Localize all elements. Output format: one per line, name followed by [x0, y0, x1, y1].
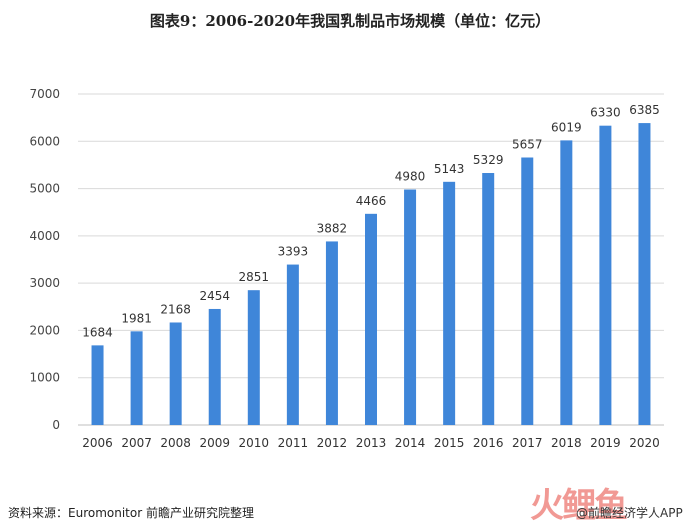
y-axis-ticks: 0 1000 2000 3000 4000 5000 6000 7000: [29, 87, 60, 432]
data-label: 2168: [160, 302, 191, 316]
y-tick-label: 3000: [29, 276, 60, 290]
data-label: 6019: [551, 120, 582, 134]
bar: [482, 173, 495, 425]
data-label: 1684: [82, 325, 113, 339]
x-tick-label: 2019: [590, 436, 621, 450]
data-label: 6385: [629, 103, 660, 117]
data-label: 4466: [356, 194, 387, 208]
y-tick-label: 2000: [29, 323, 60, 337]
bar: [286, 264, 299, 425]
bar: [521, 157, 534, 426]
x-tick-label: 2006: [82, 436, 113, 450]
bar: [208, 308, 221, 425]
source-note: 资料来源：Euromonitor 前瞻产业研究院整理: [8, 506, 254, 520]
x-tick-label: 2014: [395, 436, 426, 450]
y-tick-label: 5000: [29, 182, 60, 196]
x-axis-ticks: 2006 2007 2008 2009 2010 2011 2012 2013 2014 2015…: [82, 436, 659, 450]
bar: [599, 125, 612, 425]
x-tick-label: 2013: [356, 436, 387, 450]
data-label: 3882: [317, 221, 348, 235]
data-label: 2851: [239, 270, 270, 284]
x-tick-label: 2018: [551, 436, 582, 450]
data-label: 2454: [199, 289, 230, 303]
data-label: 3393: [278, 245, 309, 259]
y-tick-label: 6000: [29, 134, 60, 148]
data-label: 6330: [590, 106, 621, 120]
x-tick-label: 2008: [160, 436, 191, 450]
bar: [443, 181, 456, 425]
bar: [247, 290, 260, 425]
brand-logo: 火鲤鱼 @前瞻经济学人APP: [530, 486, 700, 532]
x-tick-label: 2015: [434, 436, 465, 450]
x-tick-label: 2017: [512, 436, 543, 450]
data-label: 5329: [473, 153, 504, 167]
data-label: 5143: [434, 162, 465, 176]
data-labels: 1684 1981 2168 2454 2851 3393 3882 4466 4980 5143…: [82, 103, 659, 339]
x-tick-label: 2020: [629, 436, 660, 450]
chart-title: 图表9：2006-2020年我国乳制品市场规模（单位：亿元）: [149, 12, 551, 30]
y-tick-label: 1000: [29, 371, 60, 385]
x-tick-label: 2007: [121, 436, 152, 450]
x-tick-label: 2016: [473, 436, 504, 450]
bar: [560, 140, 573, 426]
x-tick-label: 2009: [199, 436, 230, 450]
x-tick-label: 2010: [239, 436, 270, 450]
y-tick-label: 4000: [29, 229, 60, 243]
footer-brand: @前瞻经济学人APP: [576, 506, 683, 520]
data-label: 1981: [121, 311, 152, 325]
data-label: 4980: [395, 170, 426, 184]
bar: [91, 345, 104, 425]
logo-mark: 火鲤鱼: [530, 486, 628, 526]
y-tick-label: 7000: [29, 87, 60, 101]
bar: [638, 123, 651, 425]
y-tick-label: 0: [52, 418, 60, 432]
bar: [365, 213, 377, 425]
bars: [91, 123, 651, 426]
data-label: 5657: [512, 138, 543, 152]
bar: [404, 189, 417, 425]
bar: [325, 241, 338, 425]
x-tick-label: 2011: [278, 436, 309, 450]
x-tick-label: 2012: [317, 436, 348, 450]
bar: [130, 331, 143, 425]
bar: [169, 322, 182, 425]
